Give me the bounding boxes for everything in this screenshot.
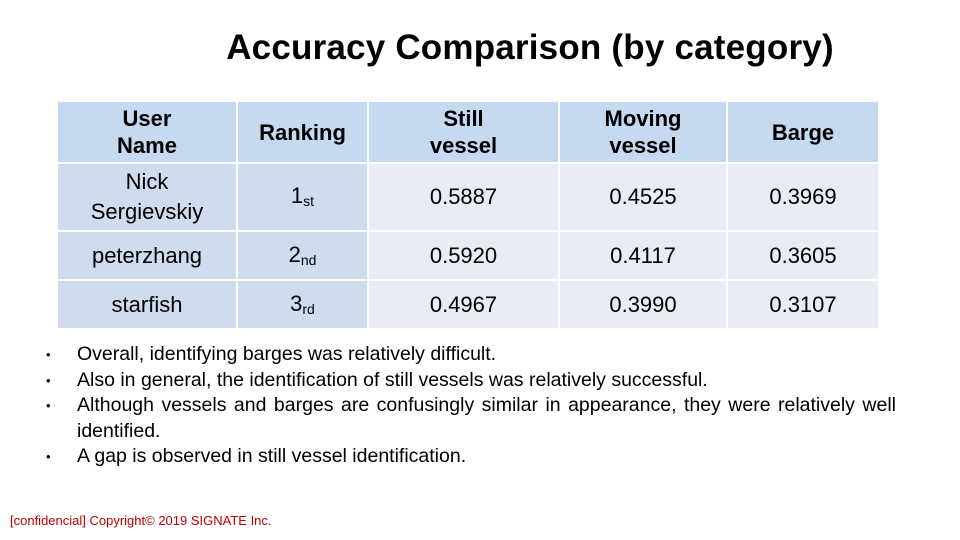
note-text: Overall, identifying barges was relative… [77, 343, 497, 365]
user-name-cell: Nick Sergievskiy [56, 162, 238, 232]
rank-suffix: st [303, 193, 315, 209]
user-name-cell: peterzhang [56, 230, 238, 281]
still-vessel-score: 0.4967 [367, 279, 560, 330]
list-item: • A gap is observed in still vessel ident… [46, 444, 896, 470]
table-header-row: User Name Ranking Still vessel Moving ve… [56, 100, 880, 164]
list-item: • Overall, identifying barges was relativ… [46, 342, 896, 368]
slide-title: Accuracy Comparison (by category) [226, 28, 834, 67]
table-row: Nick Sergievskiy 1st 0.5887 0.4525 0.396… [56, 162, 880, 232]
bullet-icon: • [46, 372, 51, 388]
moving-vessel-score: 0.3990 [558, 279, 728, 330]
list-item: • Although vessels and barges are confusi… [46, 393, 896, 444]
table-row: starfish 3rd 0.4967 0.3990 0.3107 [56, 279, 880, 330]
rank-suffix: nd [300, 251, 317, 268]
ranking-cell: 1st [236, 162, 369, 232]
barge-score: 0.3107 [726, 279, 880, 330]
barge-score: 0.3605 [726, 230, 880, 281]
header-ranking: Ranking [236, 100, 369, 164]
still-vessel-score: 0.5887 [367, 162, 560, 232]
bullet-icon: • [46, 347, 51, 362]
still-vessel-score: 0.5920 [367, 230, 560, 281]
header-user-name: User Name [56, 100, 238, 164]
accuracy-table: User Name Ranking Still vessel Moving ve… [56, 100, 880, 330]
copyright-footer: [confidencial] Copyright© 2019 SIGNATE I… [10, 513, 272, 528]
user-name-cell: starfish [56, 279, 238, 330]
moving-vessel-score: 0.4117 [558, 230, 728, 281]
note-text: Although vessels and barges are confusin… [77, 394, 896, 442]
note-text: Also in general, the identification of s… [77, 368, 708, 391]
ranking-cell: 2nd [236, 230, 369, 281]
bullet-icon: • [46, 398, 51, 413]
rank-number: 1 [290, 183, 304, 208]
header-moving-vessel: Moving vessel [558, 100, 728, 164]
bullet-icon: • [46, 449, 51, 464]
barge-score: 0.3969 [726, 162, 880, 232]
header-still-vessel: Still vessel [367, 100, 560, 164]
list-item: • Also in general, the identification of … [46, 368, 896, 394]
notes-list: • Overall, identifying barges was relativ… [46, 342, 896, 470]
rank-number: 2 [288, 241, 301, 267]
table-row: peterzhang 2nd 0.5920 0.4117 0.3605 [56, 230, 880, 281]
ranking-cell: 3rd [236, 279, 369, 330]
rank-suffix: rd [302, 300, 315, 317]
rank-number: 3 [290, 290, 303, 316]
note-text: A gap is observed in still vessel identi… [77, 445, 467, 467]
header-barge: Barge [726, 100, 880, 164]
moving-vessel-score: 0.4525 [558, 162, 728, 232]
